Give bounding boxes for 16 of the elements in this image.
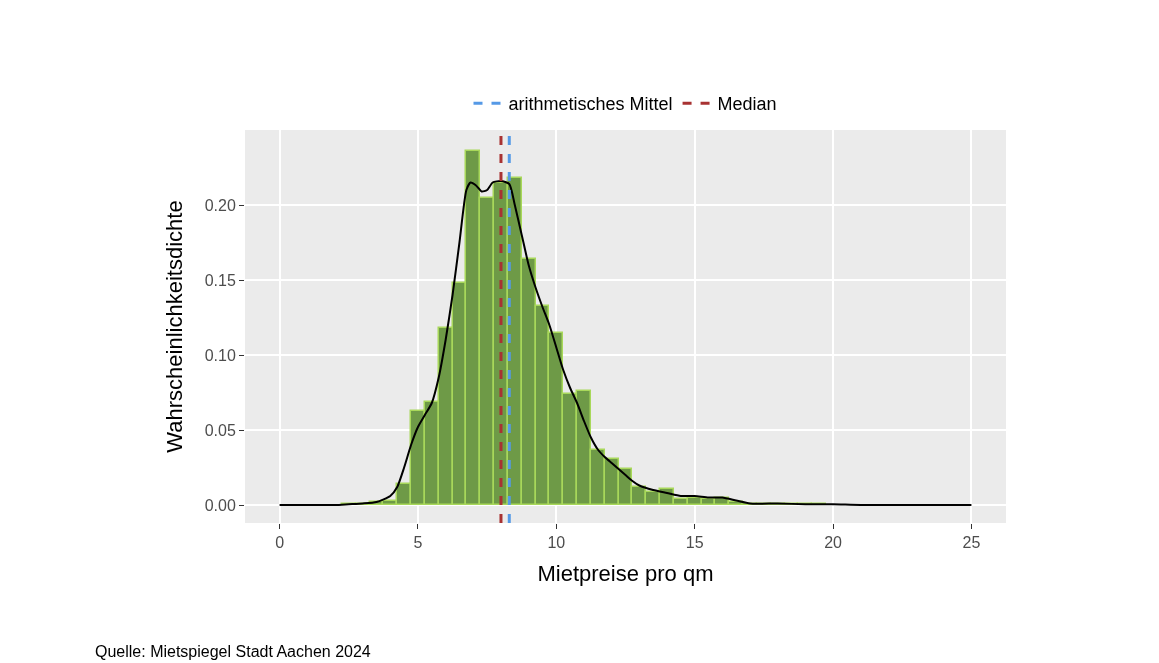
legend-label: arithmetisches Mittel: [508, 94, 673, 115]
source-note: Quelle: Mietspiegel Stadt Aachen 2024: [95, 643, 371, 660]
x-tick-label: 25: [962, 534, 981, 552]
x-axis-title: Mietpreise pro qm: [537, 561, 714, 587]
y-tick-label: 0.10: [204, 346, 236, 364]
x-tick-label: 20: [824, 534, 843, 552]
y-tick-label: 0.15: [204, 271, 236, 289]
x-tick-label: 15: [685, 534, 704, 552]
x-tick-label: 5: [413, 534, 423, 552]
x-tick-label: 0: [275, 534, 285, 552]
legend-label: Median: [717, 94, 777, 115]
x-tick-label: 10: [547, 534, 566, 552]
y-tick-label: 0.20: [204, 196, 236, 214]
y-tick-label: 0.00: [204, 496, 236, 514]
y-axis-title: Wahrscheinlichkeitsdichte: [162, 200, 188, 453]
y-tick-label: 0.05: [204, 421, 236, 439]
